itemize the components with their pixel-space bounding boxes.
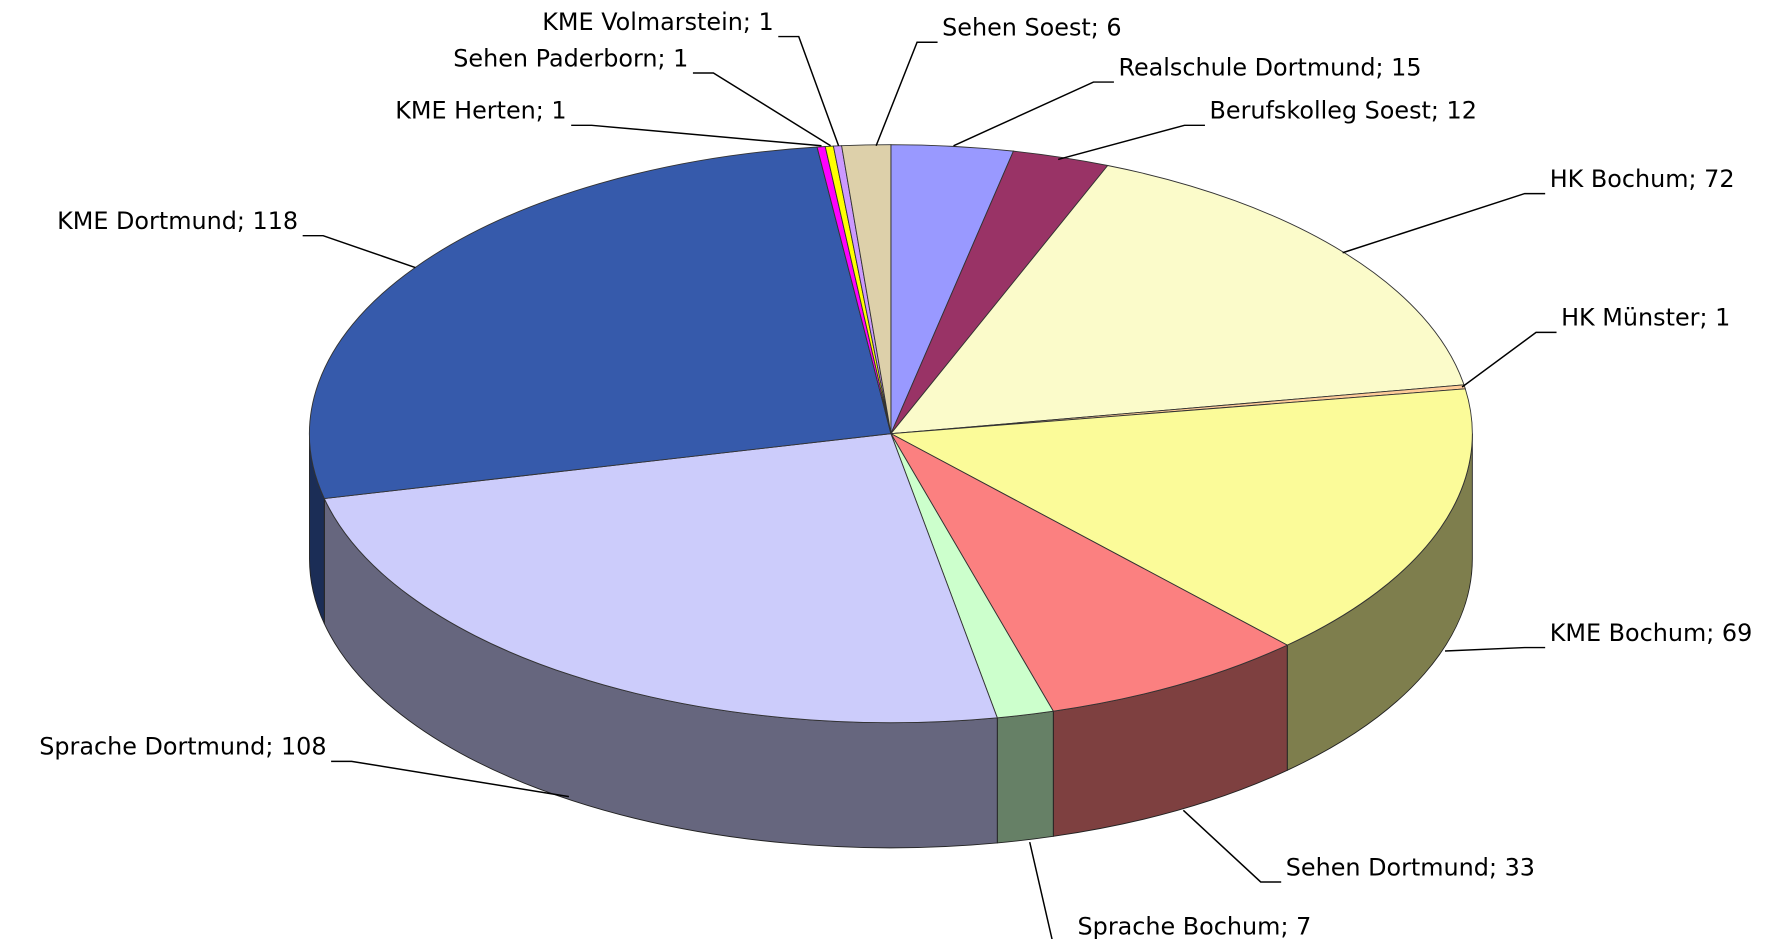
label-category: KME Volmarstein	[542, 8, 743, 36]
data-label: HK Münster; 1	[1561, 304, 1730, 332]
leader-line	[1029, 841, 1053, 939]
data-label: KME Bochum; 69	[1550, 619, 1753, 647]
label-value: ; 1	[1699, 304, 1730, 332]
label-category: Sehen Dortmund	[1286, 853, 1489, 881]
leader-line	[1445, 646, 1546, 652]
leader-line	[1342, 192, 1546, 254]
pie-side	[996, 710, 1054, 844]
label-value: ; 33	[1489, 853, 1535, 881]
pie-slice	[309, 146, 892, 500]
pie-slice	[323, 433, 998, 724]
data-label: Sehen Dortmund; 33	[1286, 853, 1535, 881]
label-value: ; 7	[1280, 912, 1311, 939]
data-label: Sehen Paderborn; 1	[453, 44, 688, 72]
leader-line	[1182, 809, 1282, 883]
leader-line	[302, 234, 416, 269]
label-category: KME Dortmund	[57, 207, 237, 235]
label-value: ; 108	[265, 733, 326, 761]
label-category: Realschule Dortmund	[1118, 53, 1375, 81]
label-value: ; 6	[1091, 14, 1122, 42]
leader-line	[1057, 124, 1205, 161]
data-label: KME Volmarstein; 1	[542, 8, 773, 36]
pie-slice	[889, 432, 1289, 712]
label-value: ; 1	[658, 44, 689, 72]
data-label: Sprache Dortmund; 108	[39, 733, 326, 761]
label-category: Sehen Paderborn	[453, 44, 657, 72]
label-value: ; 15	[1376, 53, 1422, 81]
label-value: ; 1	[536, 97, 567, 125]
label-category: Sprache Dortmund	[39, 733, 265, 761]
leader-line	[875, 41, 938, 147]
leader-line	[692, 72, 831, 147]
label-category: Sehen Soest	[942, 14, 1091, 42]
leader-line	[331, 760, 570, 798]
data-label: Sprache Bochum; 7	[1078, 912, 1312, 939]
label-value: ; 72	[1689, 165, 1735, 193]
pie-slice	[841, 144, 892, 434]
label-value: ; 1	[743, 8, 774, 36]
data-label: Sehen Soest; 6	[942, 14, 1121, 42]
pie-slice	[889, 388, 1473, 646]
data-label: Berufskolleg Soest; 12	[1210, 97, 1477, 125]
label-value: ; 118	[237, 207, 298, 235]
leader-line	[778, 35, 840, 147]
leader-line	[953, 81, 1114, 147]
leader-line	[1461, 331, 1557, 388]
label-value: ; 12	[1431, 97, 1477, 125]
label-category: Berufskolleg Soest	[1210, 97, 1431, 125]
data-label: KME Dortmund; 118	[57, 207, 298, 235]
leader-line	[571, 124, 822, 147]
label-value: ; 69	[1706, 619, 1752, 647]
label-category: HK Münster	[1561, 304, 1700, 332]
label-category: HK Bochum	[1550, 165, 1689, 193]
data-label: Realschule Dortmund; 15	[1118, 53, 1421, 81]
data-label: HK Bochum; 72	[1550, 165, 1735, 193]
label-category: KME Bochum	[1550, 619, 1707, 647]
label-category: Sprache Bochum	[1078, 912, 1281, 939]
label-category: KME Herten	[395, 97, 536, 125]
data-label: KME Herten; 1	[395, 97, 566, 125]
